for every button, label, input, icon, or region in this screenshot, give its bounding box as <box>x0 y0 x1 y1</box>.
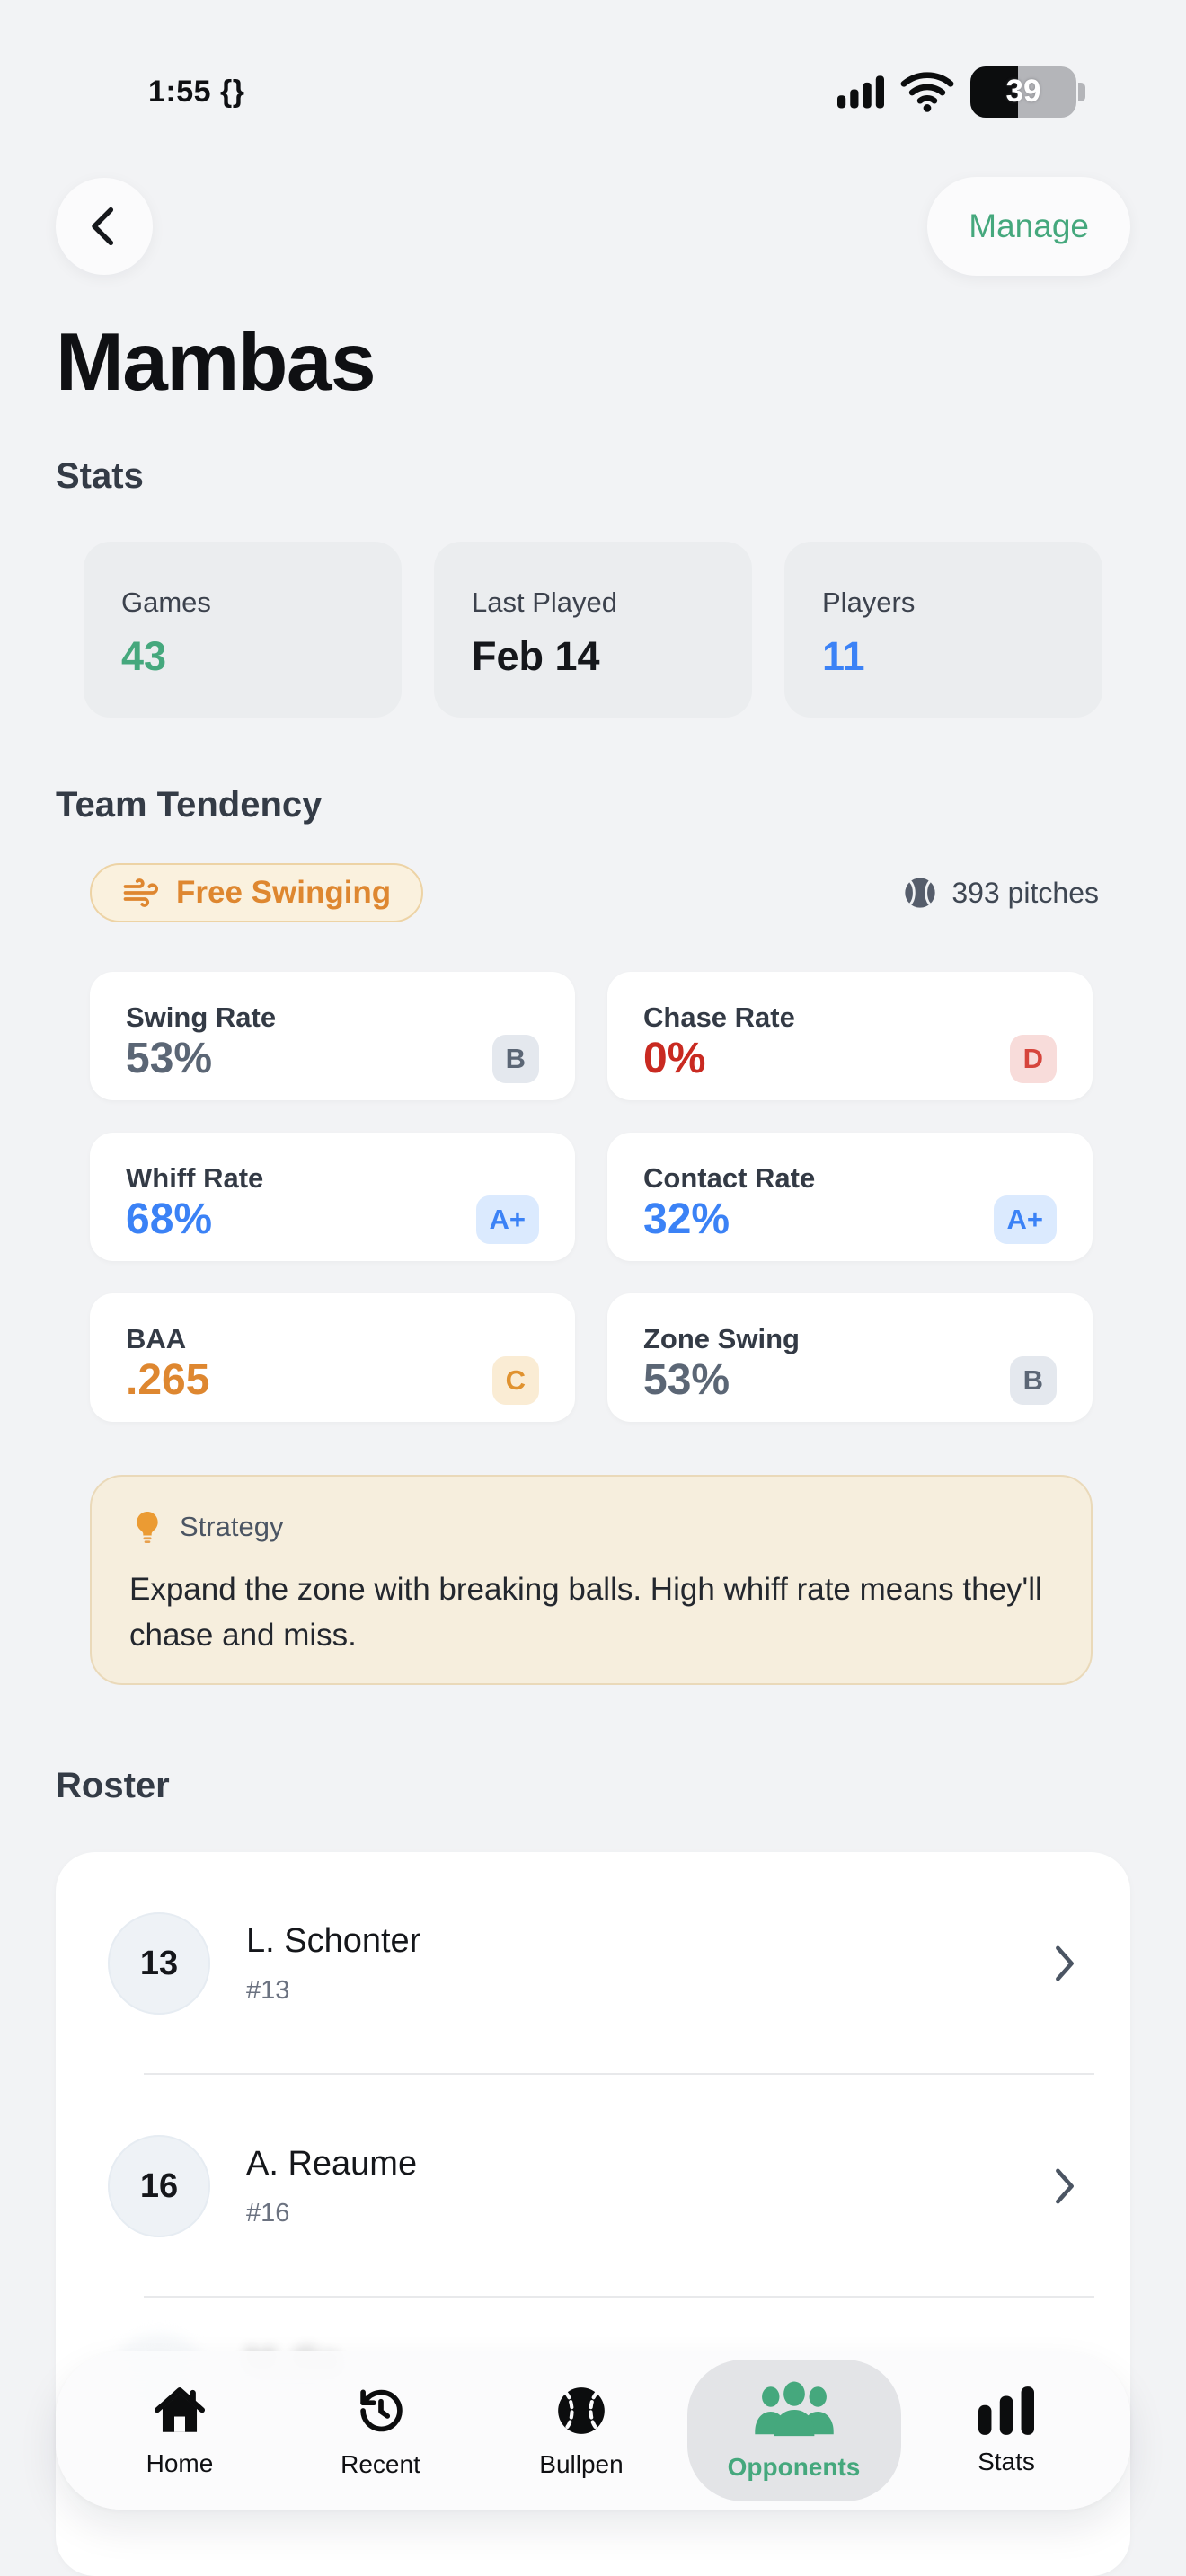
rate-label: Swing Rate <box>126 1001 277 1033</box>
tab-home[interactable]: Home <box>84 2360 275 2501</box>
rate-card-baa: BAA .265 C <box>90 1293 575 1422</box>
manage-button[interactable]: Manage <box>927 177 1130 276</box>
tab-recent[interactable]: Recent <box>286 2360 476 2501</box>
lightbulb-icon <box>129 1509 165 1545</box>
battery-fill <box>970 66 1019 118</box>
rate-label: Zone Swing <box>643 1323 800 1354</box>
tab-label: Stats <box>978 2447 1035 2475</box>
pitch-count: 393 pitches <box>902 875 1099 911</box>
tab-bullpen[interactable]: Bullpen <box>486 2360 677 2501</box>
tendency-badge-label: Free Swinging <box>176 875 392 910</box>
people-group-icon <box>752 2380 836 2441</box>
tendency-badge-row: Free Swinging 393 pitches <box>90 863 1099 922</box>
tab-opponents[interactable]: Opponents <box>686 2360 901 2501</box>
stat-card-games: Games 43 <box>84 542 402 718</box>
battery-percent: 39 <box>1005 74 1041 109</box>
stat-cards: Games 43 Last Played Feb 14 Players 11 <box>84 542 1102 718</box>
player-name: L. Schonter <box>246 1921 421 1960</box>
stat-value: 11 <box>822 633 865 679</box>
rate-card-swing-rate: Swing Rate 53% B <box>90 972 575 1100</box>
wind-icon <box>122 874 160 912</box>
avatar: 16 <box>108 2135 210 2237</box>
rate-value: 53% <box>126 1035 213 1082</box>
grade-badge: C <box>491 1356 539 1405</box>
rate-card-chase-rate: Chase Rate 0% D <box>607 972 1093 1100</box>
baseball-icon <box>553 2383 609 2439</box>
rate-value: 32% <box>643 1195 730 1243</box>
roster-heading: Roster <box>56 1766 170 1805</box>
status-icons: 39 <box>837 66 1085 118</box>
battery-icon: 39 <box>970 66 1085 118</box>
stat-label: Last Played <box>472 587 617 618</box>
tab-label: Recent <box>341 2449 420 2478</box>
stat-card-last-played: Last Played Feb 14 <box>434 542 752 718</box>
strategy-label: Strategy <box>180 1511 284 1542</box>
home-icon <box>151 2384 208 2438</box>
history-clock-icon <box>353 2383 409 2439</box>
nav-row: Manage <box>56 177 1130 276</box>
grade-badge: A+ <box>993 1195 1057 1244</box>
clock-text: 1:55 {} <box>148 74 245 109</box>
page-title: Mambas <box>56 317 376 408</box>
baseball-icon <box>902 875 938 911</box>
tab-label: Opponents <box>727 2452 861 2481</box>
stats-heading: Stats <box>56 456 144 496</box>
grade-badge: D <box>1009 1035 1057 1083</box>
player-name: A. Reaume <box>246 2144 418 2183</box>
manage-button-label: Manage <box>969 207 1089 244</box>
grade-badge: A+ <box>475 1195 539 1244</box>
status-bar: 1:55 {} 39 <box>0 47 1186 137</box>
bar-chart-icon <box>978 2386 1034 2436</box>
tendency-grid: Swing Rate 53% B Chase Rate 0% D Whiff R… <box>90 972 1093 1422</box>
tab-stats[interactable]: Stats <box>911 2360 1102 2501</box>
strategy-callout: Strategy Expand the zone with breaking b… <box>90 1475 1093 1685</box>
rate-card-zone-swing: Zone Swing 53% B <box>607 1293 1093 1422</box>
roster-row-reaume[interactable]: 16 A. Reaume #16 <box>56 2075 1130 2296</box>
rate-card-whiff-rate: Whiff Rate 68% A+ <box>90 1133 575 1261</box>
chevron-right-icon <box>1051 1945 1078 1982</box>
chevron-left-icon <box>84 203 124 250</box>
stat-label: Players <box>822 587 916 618</box>
rate-value: 68% <box>126 1195 213 1243</box>
tab-label: Bullpen <box>539 2449 624 2478</box>
rate-label: Whiff Rate <box>126 1162 264 1194</box>
grade-badge: B <box>1009 1356 1057 1405</box>
cellular-signal-icon <box>837 75 884 109</box>
tendency-badge: Free Swinging <box>90 863 424 922</box>
divider <box>144 2296 1094 2298</box>
tab-bar: Home Recent Bullpen <box>56 2351 1130 2510</box>
stat-card-players: Players 11 <box>784 542 1102 718</box>
rate-label: BAA <box>126 1323 187 1354</box>
battery-cap <box>1078 82 1085 101</box>
rate-label: Contact Rate <box>643 1162 816 1194</box>
tab-label: Home <box>146 2448 214 2477</box>
rate-value: 0% <box>643 1035 706 1082</box>
strategy-text: Expand the zone with breaking balls. Hig… <box>129 1572 1042 1654</box>
pitch-count-label: 393 pitches <box>951 876 1099 909</box>
divider <box>144 2073 1094 2075</box>
team-tendency-heading: Team Tendency <box>56 785 323 825</box>
wifi-icon <box>899 71 955 112</box>
rate-card-contact-rate: Contact Rate 32% A+ <box>607 1133 1093 1261</box>
player-jersey: #13 <box>246 1975 290 2005</box>
rate-value: .265 <box>126 1356 210 1404</box>
rate-value: 53% <box>643 1356 730 1404</box>
stat-label: Games <box>121 587 211 618</box>
player-jersey: #16 <box>246 2198 290 2228</box>
grade-badge: B <box>491 1035 539 1083</box>
chevron-right-icon <box>1051 2167 1078 2205</box>
roster-row-schonter[interactable]: 13 L. Schonter #13 <box>56 1852 1130 2073</box>
stat-value: 43 <box>121 633 167 679</box>
back-button[interactable] <box>56 178 153 275</box>
stat-value: Feb 14 <box>472 633 600 679</box>
avatar: 13 <box>108 1912 210 2015</box>
rate-label: Chase Rate <box>643 1001 795 1033</box>
